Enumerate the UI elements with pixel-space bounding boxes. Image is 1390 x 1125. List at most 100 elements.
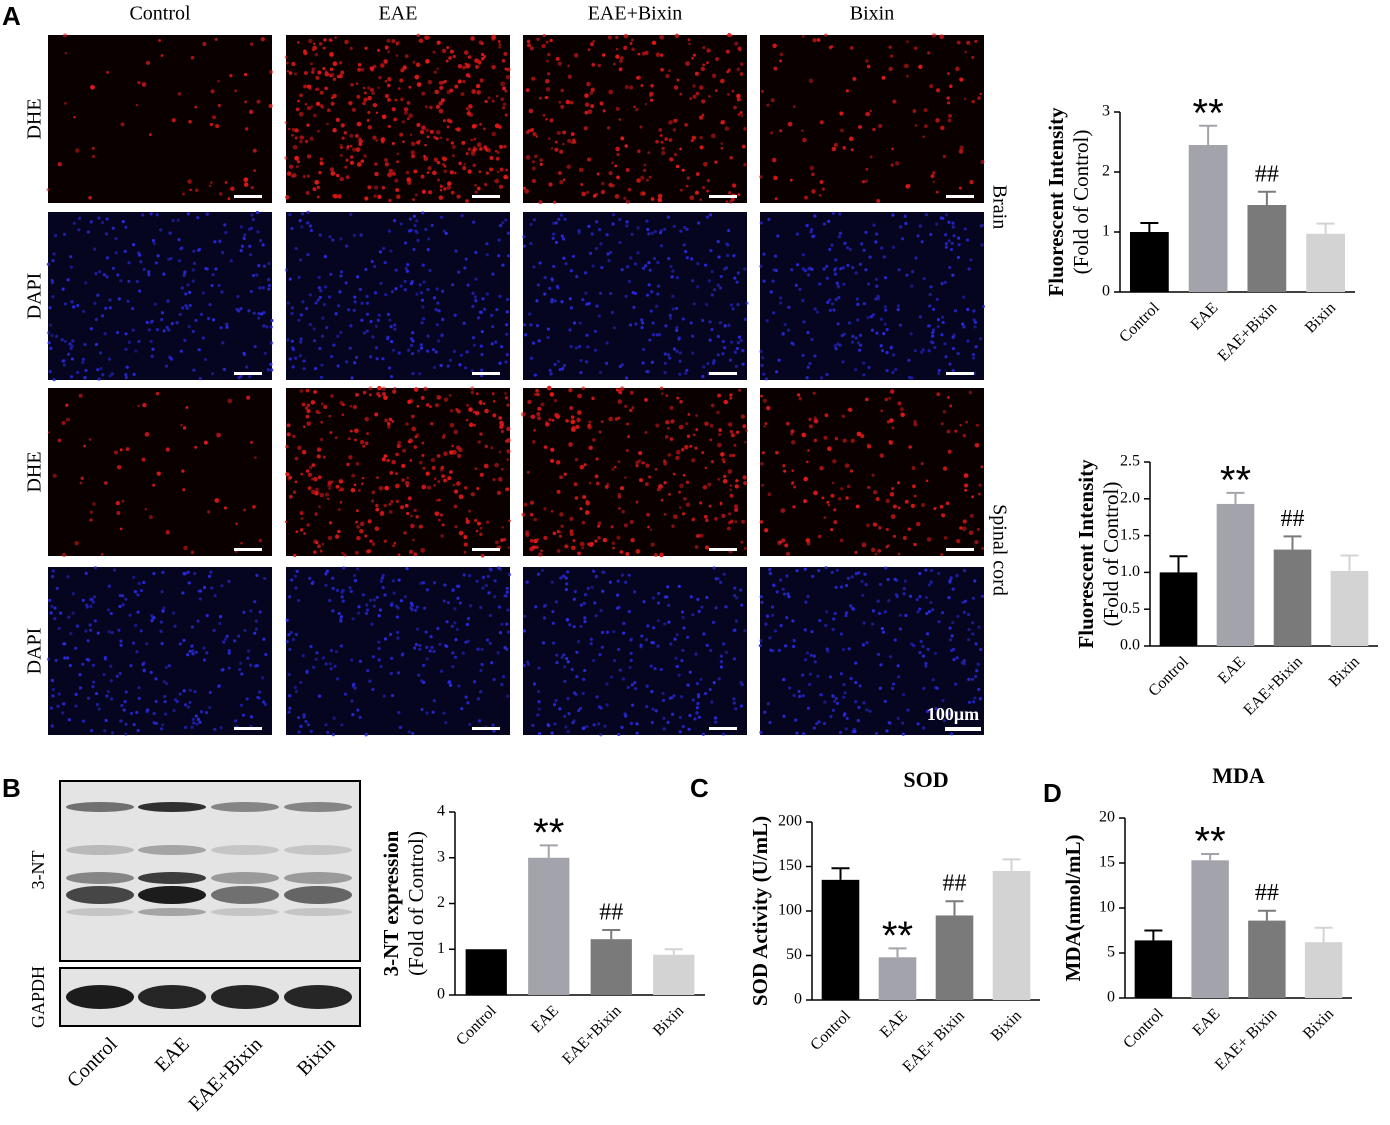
cell-dot — [295, 107, 300, 112]
cell-dot — [725, 49, 730, 54]
cell-dot — [919, 639, 923, 644]
cell-dot — [211, 115, 217, 120]
cell-dot — [590, 104, 595, 109]
cell-dot — [639, 125, 643, 129]
cell-dot — [391, 171, 396, 176]
cell-dot — [155, 213, 159, 217]
cell-dot — [396, 444, 401, 449]
cell-dot — [966, 339, 970, 343]
cell-dot — [812, 391, 816, 395]
cell-dot — [627, 435, 631, 439]
cell-dot — [165, 325, 169, 329]
cell-dot — [425, 711, 429, 715]
cell-dot — [357, 605, 361, 609]
cell-dot — [645, 684, 649, 688]
cell-dot — [552, 264, 556, 269]
cell-dot — [598, 652, 602, 657]
cell-dot — [202, 658, 206, 662]
cell-dot — [248, 109, 254, 115]
blot-band — [138, 886, 206, 904]
cell-dot — [599, 733, 603, 737]
cell-dot — [827, 219, 831, 223]
cell-dot — [328, 487, 331, 490]
cell-dot — [663, 622, 667, 626]
cell-dot — [51, 569, 55, 573]
cell-dot — [959, 423, 962, 427]
bar — [1304, 942, 1343, 998]
cell-dot — [659, 552, 664, 558]
cell-dot — [727, 469, 733, 474]
cell-dot — [853, 368, 858, 372]
cell-dot — [247, 309, 251, 313]
cell-dot — [285, 444, 289, 449]
cell-dot — [437, 498, 441, 502]
cell-dot — [388, 198, 392, 203]
cell-dot — [626, 685, 630, 690]
cell-dot — [865, 111, 871, 117]
bar — [821, 879, 860, 1000]
cell-dot — [529, 546, 534, 552]
cell-dot — [975, 423, 980, 427]
cell-dot — [458, 494, 464, 500]
cell-dot — [313, 550, 317, 554]
cell-dot — [246, 395, 251, 400]
cell-dot — [854, 550, 858, 555]
cell-dot — [227, 197, 231, 201]
cell-dot — [636, 251, 640, 255]
cell-dot — [932, 171, 936, 175]
cell-dot — [949, 732, 954, 736]
cell-dot — [649, 98, 654, 102]
cell-dot — [523, 502, 528, 507]
cell-dot — [53, 606, 57, 610]
cell-dot — [427, 190, 433, 195]
cell-dot — [637, 149, 641, 154]
cell-dot — [474, 299, 478, 303]
cell-dot — [358, 528, 364, 534]
cell-dot — [137, 81, 141, 85]
cell-dot — [698, 115, 704, 120]
cell-dot — [741, 348, 745, 353]
cell-dot — [336, 364, 340, 368]
cell-dot — [706, 189, 710, 193]
cell-dot — [522, 629, 527, 633]
cell-dot — [525, 532, 530, 538]
cell-dot — [954, 682, 958, 686]
panel-label: D — [1043, 778, 1062, 808]
cell-dot — [560, 234, 564, 238]
cell-dot — [565, 419, 569, 423]
cell-dot — [670, 275, 674, 279]
cell-dot — [61, 552, 67, 558]
cell-dot — [901, 237, 905, 241]
cell-dot — [842, 146, 847, 150]
cell-dot — [191, 279, 195, 283]
cell-dot — [831, 211, 836, 215]
cell-dot — [552, 641, 556, 645]
cell-dot — [466, 283, 470, 287]
cell-dot — [186, 570, 190, 574]
cell-dot — [890, 686, 895, 691]
cell-dot — [887, 598, 891, 603]
cell-dot — [575, 650, 579, 654]
cell-dot — [742, 475, 747, 480]
cell-dot — [446, 46, 450, 50]
cell-dot — [804, 658, 808, 662]
cell-dot — [645, 369, 649, 374]
cell-dot — [974, 540, 979, 545]
cell-dot — [801, 129, 804, 132]
cell-dot — [468, 604, 473, 608]
micrograph — [46, 33, 274, 203]
cell-dot — [493, 579, 497, 583]
cell-dot — [663, 227, 667, 231]
cell-dot — [270, 341, 274, 345]
cell-dot — [364, 441, 369, 446]
cell-dot — [940, 553, 944, 557]
cell-dot — [529, 538, 534, 543]
cell-dot — [833, 344, 837, 348]
cell-dot — [182, 273, 186, 277]
cell-dot — [529, 323, 533, 327]
cell-dot — [309, 644, 313, 649]
cell-dot — [971, 596, 976, 600]
cell-dot — [861, 542, 867, 548]
cell-dot — [828, 298, 832, 302]
cell-dot — [125, 365, 129, 369]
